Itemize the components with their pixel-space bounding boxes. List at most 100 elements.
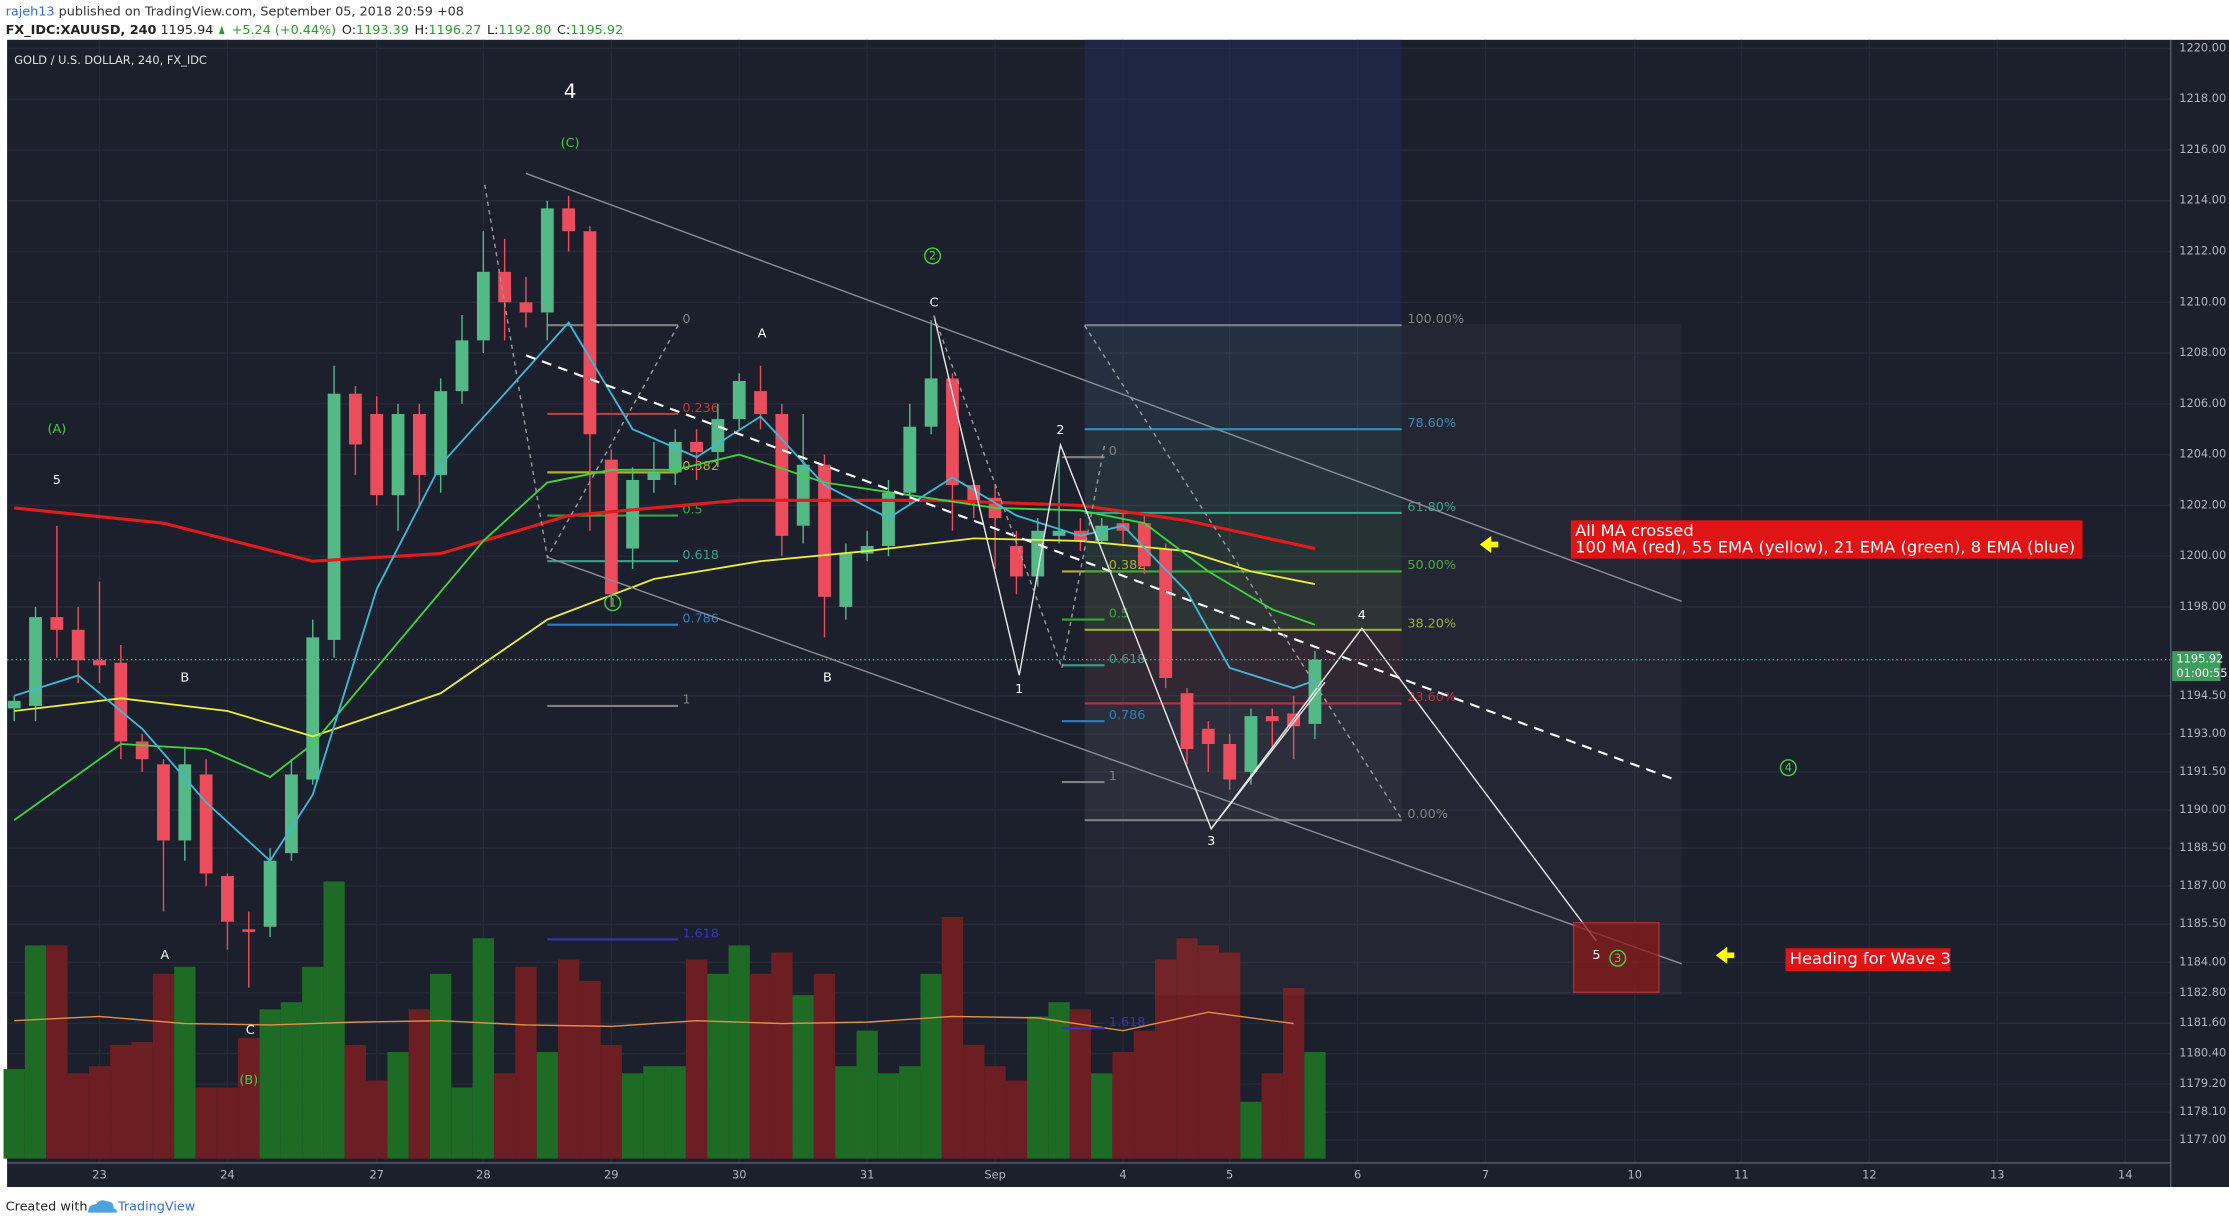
candle-body bbox=[818, 464, 831, 597]
volume-bar bbox=[536, 1051, 558, 1159]
ohlc-value: 1193.39 bbox=[356, 22, 409, 37]
channel-upper bbox=[525, 172, 1682, 603]
candle-body bbox=[306, 637, 320, 780]
fib-label: 1 bbox=[682, 693, 690, 708]
arrow bbox=[1715, 946, 1735, 964]
volume-bar bbox=[344, 1044, 367, 1159]
y-tick-label: 1212.00 bbox=[2179, 244, 2226, 258]
fib-band bbox=[1084, 703, 1402, 821]
y-tick-label: 1188.50 bbox=[2179, 840, 2226, 854]
footer-brand[interactable]: TradingView bbox=[117, 1199, 195, 1214]
candle-body bbox=[1031, 530, 1045, 577]
fib-label: 0.618 bbox=[682, 548, 719, 563]
candle-body bbox=[71, 629, 85, 661]
price-badge bbox=[2172, 651, 2221, 682]
volume-bar bbox=[941, 916, 964, 1159]
y-tick-label: 1187.00 bbox=[2179, 878, 2226, 892]
x-tick-label: 31 bbox=[860, 1168, 874, 1182]
volume-bar bbox=[174, 966, 196, 1159]
fib-label: 1 bbox=[1109, 769, 1117, 784]
ohlc-value: 1196.27 bbox=[428, 22, 481, 37]
channel-lower bbox=[547, 556, 1682, 965]
moving-average bbox=[13, 321, 1316, 863]
x-tick-label: 4 bbox=[1119, 1168, 1126, 1182]
candle-body bbox=[391, 413, 405, 496]
candle-body bbox=[242, 929, 256, 932]
candle-body bbox=[50, 617, 64, 630]
volume-bar bbox=[1027, 1016, 1049, 1159]
circled-wave-label: 3 bbox=[1614, 951, 1621, 965]
candle-body bbox=[754, 391, 767, 414]
x-tick-label: 23 bbox=[92, 1168, 106, 1182]
volume-bar bbox=[771, 952, 793, 1159]
volume-bar bbox=[835, 1066, 857, 1159]
volume-bar bbox=[1176, 938, 1198, 1159]
wave-label: 5 bbox=[53, 473, 61, 488]
candle-body bbox=[839, 553, 853, 607]
x-tick-label: 28 bbox=[476, 1168, 490, 1182]
volume-bar bbox=[813, 973, 836, 1159]
candle-body bbox=[690, 441, 703, 453]
chart-title: GOLD / U.S. DOLLAR, 240, FX_IDC bbox=[14, 53, 207, 67]
ohlc-key: L: bbox=[487, 22, 498, 37]
x-tick-label: 11 bbox=[1734, 1168, 1748, 1182]
circled-wave bbox=[924, 247, 942, 265]
fib-zone-top bbox=[1084, 39, 1402, 326]
logo bbox=[88, 1200, 117, 1213]
y-tick-label: 1182.80 bbox=[2179, 985, 2226, 999]
wave-label: (C) bbox=[561, 136, 580, 151]
volume-bar bbox=[1005, 1080, 1028, 1159]
volume-bar bbox=[621, 1073, 644, 1159]
volume-bar bbox=[216, 1087, 239, 1159]
candle-body bbox=[924, 378, 938, 427]
y-tick-label: 1194.50 bbox=[2179, 688, 2226, 702]
candle-body bbox=[1180, 693, 1194, 750]
wave-label: 2 bbox=[1056, 423, 1064, 438]
candle-body bbox=[1201, 728, 1215, 745]
volume-bar bbox=[430, 973, 452, 1159]
circled-wave-label: 4 bbox=[1785, 760, 1792, 774]
volume-bar bbox=[1240, 1101, 1262, 1159]
candle-body bbox=[178, 764, 192, 841]
fib-band bbox=[1084, 429, 1402, 513]
volume-bar bbox=[195, 1087, 217, 1159]
x-tick-label: 30 bbox=[732, 1168, 746, 1182]
volume-bar bbox=[152, 973, 175, 1159]
candle-body bbox=[1265, 716, 1279, 722]
y-tick-label: 1216.00 bbox=[2179, 142, 2226, 156]
volume-bar bbox=[110, 1044, 132, 1159]
x-tick-label: 13 bbox=[1990, 1168, 2004, 1182]
fib-label: 78.60% bbox=[1407, 416, 1456, 431]
wave-label: 4 bbox=[1358, 608, 1366, 623]
volume-bar bbox=[984, 1066, 1006, 1159]
fib-band bbox=[1084, 325, 1402, 430]
circled-wave bbox=[1779, 759, 1797, 777]
candle-body bbox=[1010, 545, 1023, 577]
moving-average bbox=[14, 537, 1316, 738]
candle-body bbox=[775, 413, 789, 536]
y-tick-label: 1214.00 bbox=[2179, 193, 2226, 207]
fib-label: 0.382 bbox=[1109, 558, 1146, 573]
y-tick-label: 1191.50 bbox=[2179, 764, 2226, 778]
ohlc-key: C: bbox=[557, 22, 570, 37]
volume-bar bbox=[856, 1030, 878, 1159]
fib-label: 0 bbox=[682, 312, 690, 327]
candle-body bbox=[114, 662, 128, 742]
volume-bar bbox=[131, 1042, 153, 1159]
x-tick-label: 12 bbox=[1862, 1168, 1876, 1182]
symbol-line: FX_IDC:XAUUSD, 240 1195.94 +5.24 (+0.44%… bbox=[6, 22, 623, 37]
circled-wave bbox=[1609, 949, 1627, 967]
y-tick-label: 1190.00 bbox=[2179, 802, 2226, 816]
volume-bar bbox=[1048, 1002, 1070, 1159]
volume-bar bbox=[3, 1069, 25, 1159]
volume-bar bbox=[643, 1066, 665, 1159]
volume-bar bbox=[451, 1087, 473, 1159]
y-tick-label: 1198.00 bbox=[2179, 599, 2226, 613]
volume-bar bbox=[1091, 1073, 1113, 1159]
wave-label: C bbox=[246, 1023, 255, 1038]
volume-bar bbox=[579, 980, 601, 1159]
fib-label: 1.618 bbox=[1109, 1015, 1146, 1030]
candle-body bbox=[157, 764, 170, 841]
fib-label: 0.00% bbox=[1407, 807, 1448, 822]
candle-body bbox=[1137, 523, 1151, 567]
